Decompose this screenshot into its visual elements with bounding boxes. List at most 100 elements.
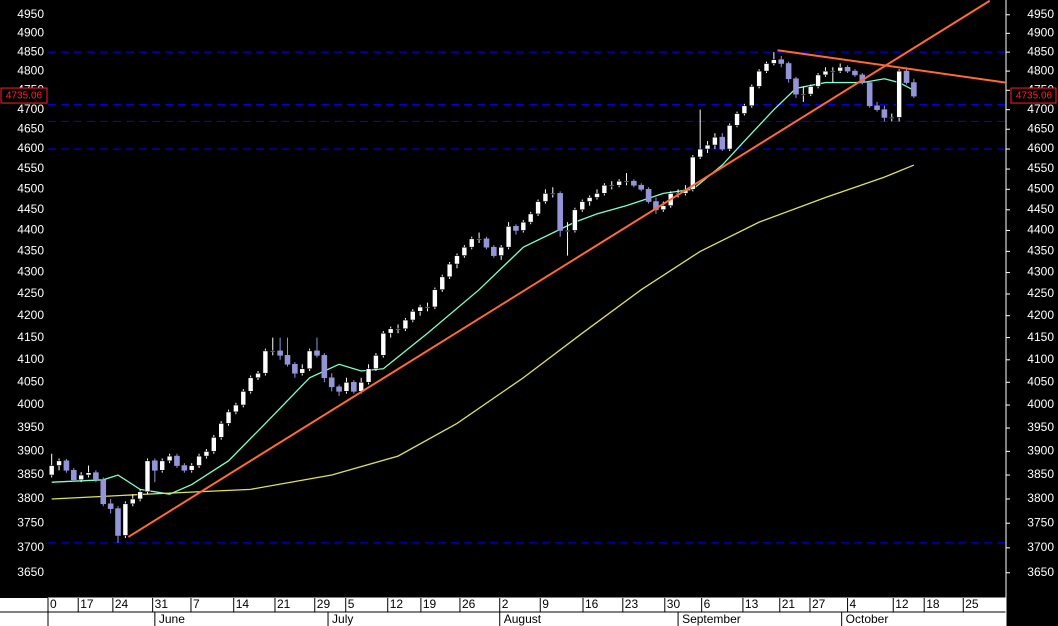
candle-body <box>247 377 254 392</box>
candle-body <box>188 465 195 471</box>
candle-body <box>129 498 136 505</box>
x-tick-label: 25 <box>965 597 979 611</box>
price-label: 4735.06 <box>1016 91 1053 102</box>
candle-body <box>454 255 460 265</box>
candle-body <box>152 460 158 471</box>
month-label: August <box>504 612 542 626</box>
candle-body <box>461 246 468 256</box>
candle-body <box>822 70 829 76</box>
candle-body <box>211 437 217 452</box>
candle-body <box>373 355 379 370</box>
candle-body <box>365 368 372 383</box>
y-tick-label: 4000 <box>17 397 44 411</box>
moving-average <box>51 78 915 495</box>
y-tick-label-right: 4400 <box>1027 223 1054 237</box>
x-tick-label: 4 <box>850 597 857 611</box>
candle-body <box>557 193 563 231</box>
price-label: 4735.06 <box>6 91 43 102</box>
x-tick-label: 13 <box>745 597 759 611</box>
candle-body <box>491 246 497 256</box>
month-label: July <box>332 612 353 626</box>
candle-body <box>63 460 70 471</box>
candle-body <box>432 289 438 308</box>
candle-body <box>476 238 482 241</box>
month-label: September <box>682 612 741 626</box>
candle-body <box>852 70 858 76</box>
y-tick-label-right: 3750 <box>1027 515 1054 529</box>
x-tick-label: 18 <box>926 597 940 611</box>
y-tick-label-right: 3900 <box>1027 444 1054 458</box>
y-tick-label: 3750 <box>17 515 44 529</box>
x-tick-label: 2 <box>502 597 509 611</box>
y-tick-label-right: 4250 <box>1027 286 1054 300</box>
candle-body <box>535 201 541 215</box>
candle-body <box>645 189 652 202</box>
y-tick-label: 4150 <box>17 330 44 344</box>
candle-body <box>844 66 851 72</box>
y-tick-label-right: 4650 <box>1027 121 1054 135</box>
candle-body <box>166 455 173 462</box>
month-label: June <box>159 612 185 626</box>
y-tick-label-right: 4800 <box>1027 63 1054 77</box>
x-tick-label: 21 <box>277 597 291 611</box>
y-tick-label-right: 3700 <box>1027 540 1054 554</box>
candle-body <box>513 226 519 231</box>
candle-body <box>402 319 409 330</box>
candle-body <box>690 156 696 190</box>
candle-body <box>321 355 328 379</box>
y-tick-label: 4300 <box>17 265 44 279</box>
candle-body <box>409 311 416 321</box>
candle-body <box>704 144 711 150</box>
x-tick-label: 17 <box>80 597 94 611</box>
candle-body <box>748 86 755 107</box>
candle-body <box>439 276 446 290</box>
candle-body <box>881 109 888 118</box>
y-tick-label-right: 4850 <box>1027 44 1054 58</box>
candle-body <box>785 63 792 80</box>
candle-body <box>498 246 505 256</box>
candle-body <box>387 328 394 334</box>
x-tick-label: 29 <box>317 597 331 611</box>
y-tick-label: 4900 <box>17 26 44 40</box>
y-tick-label: 4400 <box>17 223 44 237</box>
candle-body <box>262 350 269 374</box>
x-tick-label: 19 <box>423 597 437 611</box>
y-tick-label: 3800 <box>17 491 44 505</box>
y-tick-label-right: 3850 <box>1027 467 1054 481</box>
candle-body <box>800 93 807 96</box>
candle-body <box>56 460 62 466</box>
y-tick-label-right: 4900 <box>1027 26 1054 40</box>
y-tick-label: 4950 <box>17 7 44 21</box>
y-tick-label: 4450 <box>17 202 44 216</box>
candle-body <box>115 508 121 536</box>
x-tick-label: 27 <box>812 597 826 611</box>
candle-body <box>417 306 423 312</box>
candle-body <box>572 209 578 231</box>
y-tick-label: 4100 <box>17 352 44 366</box>
candle-body <box>107 503 114 509</box>
x-tick-label: 24 <box>115 597 129 611</box>
candle-body <box>830 70 836 73</box>
candle-body <box>240 391 247 406</box>
candle-body <box>542 193 549 202</box>
candle-body <box>896 70 902 118</box>
y-tick-label: 4600 <box>17 141 44 155</box>
y-tick-label-right: 3950 <box>1027 420 1054 434</box>
candle-body <box>586 197 593 202</box>
candle-body <box>225 411 232 424</box>
candle-body <box>771 59 777 64</box>
candle-body <box>778 59 785 64</box>
candle-body <box>196 455 202 466</box>
candle-body <box>549 193 556 195</box>
candle-body <box>292 363 298 374</box>
x-tick-label: 21 <box>782 597 796 611</box>
candle-body <box>601 184 608 194</box>
candle-body <box>203 451 210 457</box>
trend-line <box>127 0 991 538</box>
candle-body <box>837 66 843 72</box>
candle-body <box>726 125 733 150</box>
candle-body <box>719 136 726 150</box>
y-tick-label-right: 4700 <box>1027 102 1054 116</box>
y-tick-label-right: 4450 <box>1027 202 1054 216</box>
